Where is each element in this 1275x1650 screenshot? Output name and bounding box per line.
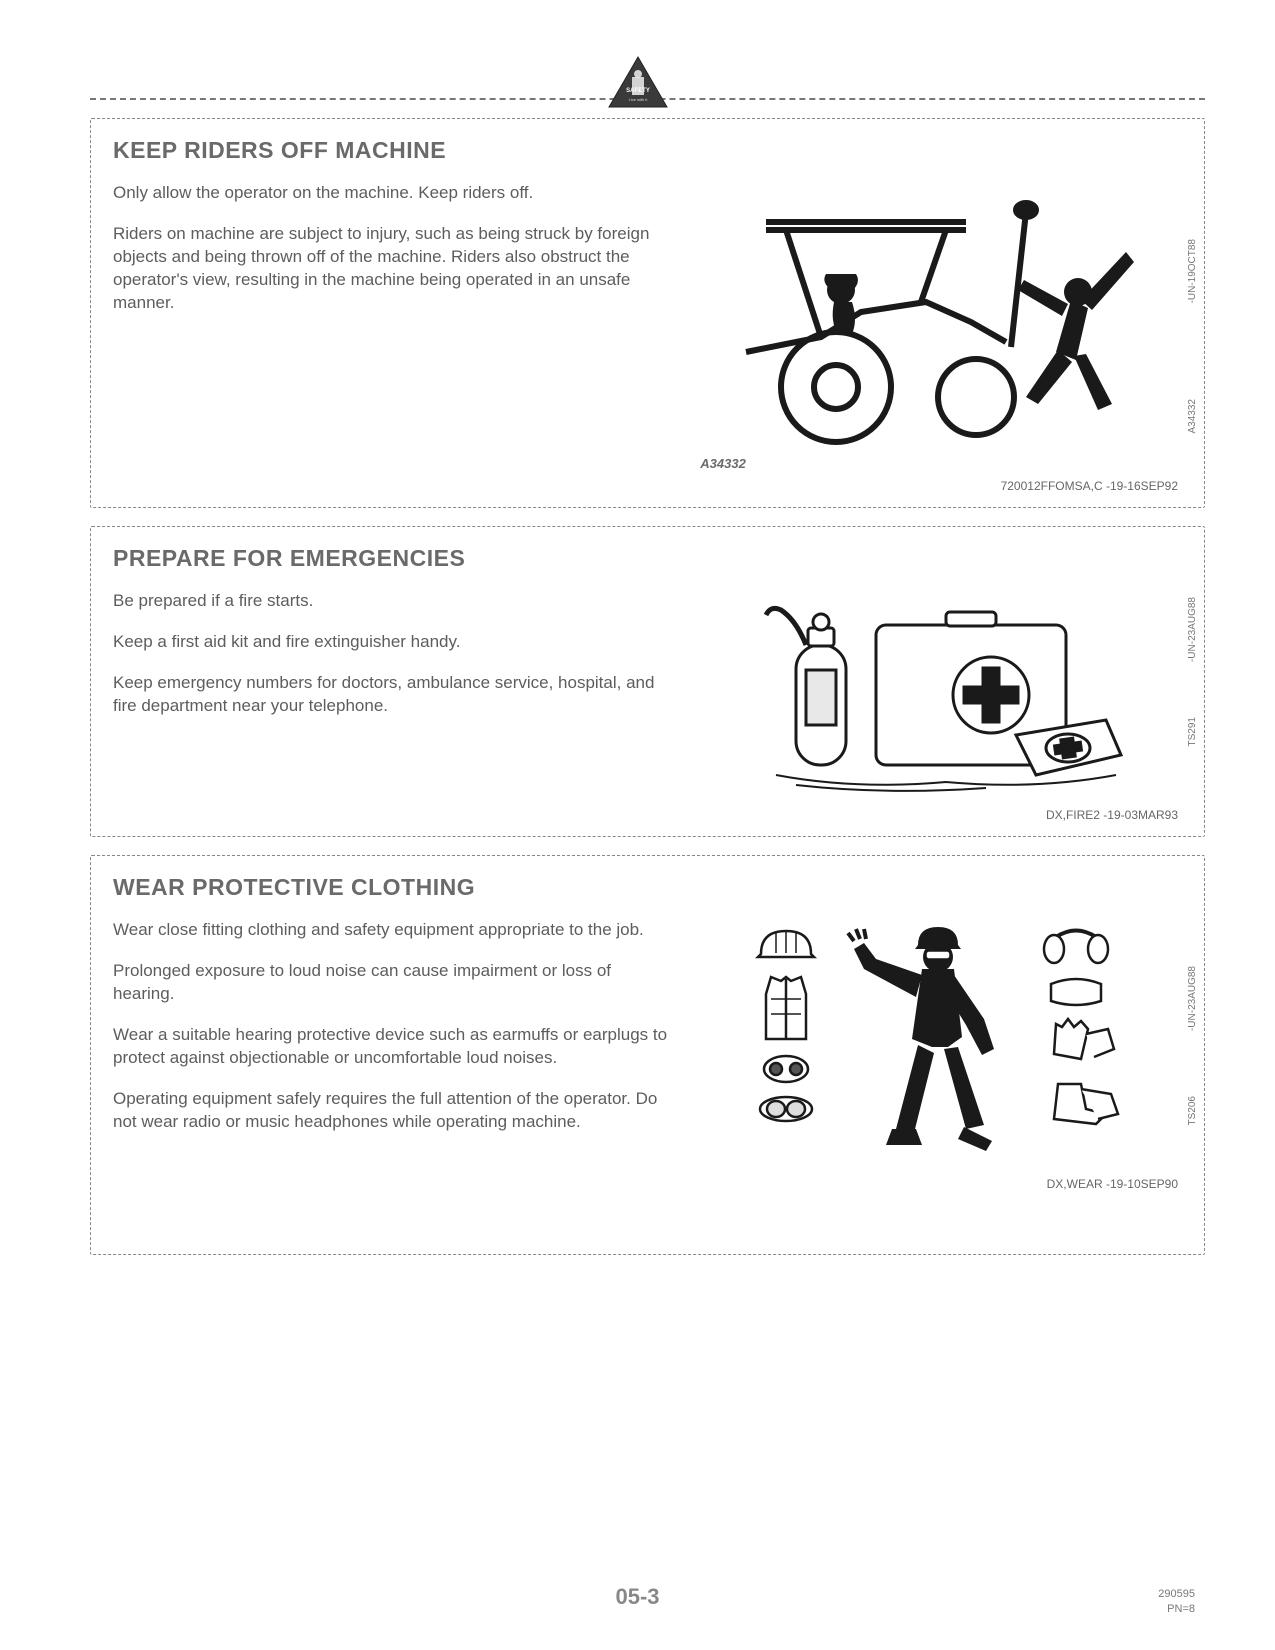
illustration-emergency-kit xyxy=(690,590,1182,800)
section-keep-riders-off: KEEP RIDERS OFF MACHINE Only allow the o… xyxy=(90,118,1205,508)
illustration-caption: A34332 xyxy=(700,456,746,471)
section-footer-code: DX,WEAR -19-10SEP90 xyxy=(113,1177,1182,1191)
section-text: Be prepared if a fire starts. Keep a fir… xyxy=(113,590,670,736)
section-title: WEAR PROTECTIVE CLOTHING xyxy=(113,874,1182,901)
paragraph: Only allow the operator on the machine. … xyxy=(113,182,670,205)
paragraph: Operating equipment safely requires the … xyxy=(113,1088,670,1134)
paragraph: Prolonged exposure to loud noise can cau… xyxy=(113,960,670,1006)
svg-text:Live with it: Live with it xyxy=(628,97,648,102)
paragraph: Keep a first aid kit and fire extinguish… xyxy=(113,631,670,654)
svg-text:SAFETY: SAFETY xyxy=(626,88,650,94)
illustration-rider-thrown: A34332 xyxy=(690,182,1182,471)
side-code: -UN-23AUG88 xyxy=(1187,597,1198,662)
page-footer: 05-3 xyxy=(0,1584,1275,1610)
footer-code: 290595 xyxy=(1158,1587,1195,1601)
safety-badge-icon: SAFETY Live with it xyxy=(607,55,669,109)
page-footer-right: 290595 PN=8 xyxy=(1158,1587,1195,1616)
section-footer-code: DX,FIRE2 -19-03MAR93 xyxy=(113,808,1182,822)
section-title: KEEP RIDERS OFF MACHINE xyxy=(113,137,1182,164)
manual-page: SAFETY Live with it KEEP RIDERS OFF MACH… xyxy=(0,0,1275,1650)
paragraph: Wear close fitting clothing and safety e… xyxy=(113,919,670,942)
section-text: Only allow the operator on the machine. … xyxy=(113,182,670,333)
paragraph: Be prepared if a fire starts. xyxy=(113,590,670,613)
section-prepare-emergencies: PREPARE FOR EMERGENCIES Be prepared if a… xyxy=(90,526,1205,837)
paragraph: Keep emergency numbers for doctors, ambu… xyxy=(113,672,670,718)
side-code: TS291 xyxy=(1187,717,1198,746)
side-code: -UN-23AUG88 xyxy=(1187,966,1198,1031)
paragraph: Wear a suitable hearing protective devic… xyxy=(113,1024,670,1070)
section-protective-clothing: WEAR PROTECTIVE CLOTHING Wear close fitt… xyxy=(90,855,1205,1255)
section-footer-code: 720012FFOMSA,C -19-16SEP92 xyxy=(113,479,1182,493)
side-code: A34332 xyxy=(1187,399,1198,433)
page-number: 05-3 xyxy=(615,1584,659,1609)
section-text: Wear close fitting clothing and safety e… xyxy=(113,919,670,1152)
illustration-ppe xyxy=(690,919,1182,1169)
footer-pn: PN=8 xyxy=(1158,1602,1195,1616)
side-code: TS206 xyxy=(1187,1096,1198,1125)
paragraph: Riders on machine are subject to injury,… xyxy=(113,223,670,315)
side-code: -UN-19OCT88 xyxy=(1187,239,1198,303)
section-title: PREPARE FOR EMERGENCIES xyxy=(113,545,1182,572)
